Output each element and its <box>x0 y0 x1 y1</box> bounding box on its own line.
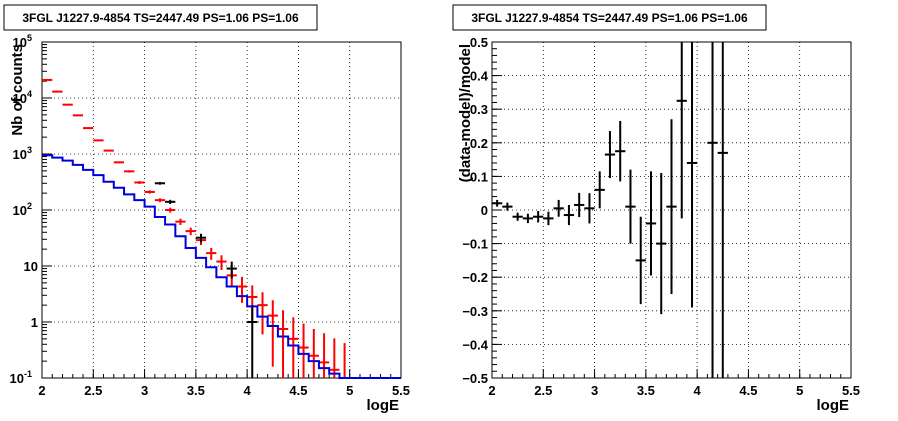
right-chart-layer: 2 2.5 3 3.5 4 4.5 5 5.5 −0.5 −0.4 −0.3 −0.2 −0.1 0 0.1… <box>462 35 860 398</box>
right-y-axis-label: (data-model)/model <box>457 44 474 182</box>
left-data-point <box>165 199 176 204</box>
right-data-point <box>635 216 646 305</box>
left-data-point <box>226 261 237 279</box>
left-x-tick-label: 5 <box>346 383 353 398</box>
left-chart-title: 3FGL J1227.9-4854 TS=2447.49 PS=1.06 PS=… <box>22 11 299 25</box>
left-x-tick-label: 4.5 <box>289 383 307 398</box>
right-x-tick-label: 4.5 <box>739 383 757 398</box>
right-data-point <box>615 120 626 182</box>
right-y-tick-label: −0.1 <box>462 237 488 252</box>
right-title-box: 3FGL J1227.9-4854 TS=2447.49 PS=1.06 PS=… <box>452 4 767 31</box>
left-title-box: 3FGL J1227.9-4854 TS=2447.49 PS=1.06 PS=… <box>3 4 318 31</box>
left-data-point <box>165 207 176 213</box>
right-y-tick-label: 0.4 <box>470 69 489 84</box>
left-data-point <box>72 114 84 117</box>
left-model-step-line <box>42 154 401 379</box>
left-x-tick-label: 3 <box>141 383 148 398</box>
right-data-point <box>574 192 585 218</box>
left-data-point <box>329 338 340 378</box>
right-chart-title: 3FGL J1227.9-4854 TS=2447.49 PS=1.06 PS=… <box>471 11 748 25</box>
right-data-point <box>584 193 595 224</box>
left-data-point <box>124 170 135 173</box>
left-data-point <box>216 255 227 270</box>
left-data-point <box>134 181 145 184</box>
left-data-point <box>62 103 73 106</box>
left-data-point <box>236 276 248 303</box>
right-data-point <box>594 171 605 209</box>
right-y-tick-label: −0.2 <box>462 270 488 285</box>
left-data-point <box>288 317 299 378</box>
left-data-point <box>257 292 268 335</box>
right-data-point <box>686 42 698 308</box>
right-y-tick-label: 0.5 <box>470 35 488 50</box>
left-data-point <box>247 305 258 378</box>
right-x-tick-label: 3 <box>591 383 598 398</box>
left-data-point <box>154 181 166 185</box>
left-y-tick-label: 104 <box>13 89 32 106</box>
right-data-point <box>676 42 687 219</box>
left-data-point <box>144 190 155 194</box>
right-x-tick-label: 4 <box>694 383 702 398</box>
left-data-point <box>185 227 196 236</box>
right-data-point <box>717 42 728 378</box>
left-data-point <box>308 328 319 378</box>
left-data-point <box>298 323 309 378</box>
left-x-tick-label: 5.5 <box>392 383 410 398</box>
left-x-tick-label: 2 <box>38 383 45 398</box>
left-data-point <box>339 343 350 379</box>
right-x-tick-label: 2.5 <box>534 383 552 398</box>
right-y-tick-label: −0.5 <box>462 371 488 386</box>
right-data-point <box>502 202 513 211</box>
left-data-point <box>277 310 289 378</box>
right-data-point <box>656 173 667 315</box>
right-y-tick-label: −0.3 <box>462 304 488 319</box>
right-x-tick-label: 2 <box>488 383 495 398</box>
left-y-tick-label: 10-1 <box>10 369 32 386</box>
left-chart-layer: 2 2.5 3 3.5 4 4.5 5 5.5 10-1 1 10 102 103 104 105 <box>10 33 411 398</box>
right-data-point <box>492 199 503 207</box>
left-data-point <box>175 218 186 225</box>
right-y-tick-label: 0.1 <box>470 169 488 184</box>
left-data-point <box>93 139 104 142</box>
right-data-point <box>625 169 636 244</box>
left-x-tick-label: 2.5 <box>84 383 102 398</box>
right-data-point <box>533 211 544 223</box>
left-y-tick-label: 102 <box>13 201 32 218</box>
left-pad-frame <box>41 41 402 379</box>
right-y-tick-label: 0.3 <box>470 102 488 117</box>
right-y-tick-label: −0.4 <box>462 337 488 352</box>
right-data-point <box>522 213 534 224</box>
left-data-point <box>195 233 207 243</box>
left-y-tick-label: 103 <box>13 145 32 162</box>
right-y-tick-label: 0.2 <box>470 136 488 151</box>
left-data-point <box>113 161 125 164</box>
left-data-point <box>103 149 114 152</box>
right-data-point <box>553 199 564 217</box>
right-data-point <box>666 119 677 294</box>
right-x-tick-label: 5 <box>796 383 803 398</box>
left-data-point <box>318 333 330 378</box>
right-data-point <box>543 211 554 226</box>
left-data-point <box>154 198 166 203</box>
right-x-tick-label: 5.5 <box>842 383 860 398</box>
left-data-point <box>83 127 94 130</box>
right-data-point <box>707 42 718 378</box>
left-y-tick-label: 105 <box>13 33 32 50</box>
left-y-axis-label: Nb of counts <box>9 44 26 136</box>
left-x-axis-label: logE <box>367 397 400 414</box>
left-data-point <box>267 300 278 367</box>
right-data-point <box>563 204 575 226</box>
right-data-point <box>512 212 523 221</box>
right-x-axis-label: logE <box>817 397 850 414</box>
right-data-point <box>645 171 657 276</box>
left-y-tick-label: 10 <box>24 259 38 274</box>
left-data-point <box>206 247 217 260</box>
left-x-tick-label: 4 <box>244 383 252 398</box>
right-y-tick-label: 0 <box>481 203 488 218</box>
right-data-point <box>604 131 616 179</box>
left-y-tick-label: 1 <box>31 315 38 330</box>
right-x-tick-label: 3.5 <box>637 383 655 398</box>
left-x-tick-label: 3.5 <box>187 383 205 398</box>
